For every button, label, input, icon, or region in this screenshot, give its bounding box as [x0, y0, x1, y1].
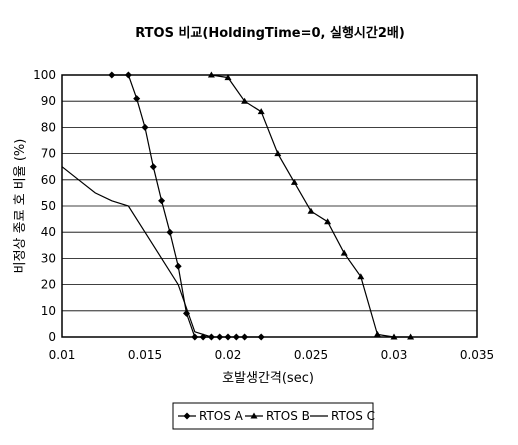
series-line-2	[61, 166, 212, 338]
legend-label-0: RTOS A	[199, 409, 244, 423]
series-group	[61, 71, 415, 341]
y-tick-label: 100	[33, 68, 56, 82]
series-point-0	[241, 333, 249, 341]
y-axis-ticks: 0 10 20 30 40 50 60 70 80 90 100	[33, 68, 56, 344]
series-point-0	[191, 333, 199, 341]
series-point-1	[373, 330, 381, 337]
series-point-1	[274, 150, 282, 157]
series-point-1	[390, 333, 398, 340]
series-point-0	[166, 228, 174, 236]
y-tick-label: 10	[41, 304, 56, 318]
series-point-0	[124, 71, 132, 79]
series-point-1	[340, 249, 348, 256]
y-tick-label: 80	[41, 120, 56, 134]
y-tick-label: 60	[41, 173, 56, 187]
series-point-1	[407, 333, 415, 340]
legend: RTOS A RTOS B RTOS C	[172, 402, 375, 430]
legend-label-2: RTOS C	[331, 409, 375, 423]
y-tick-label: 90	[41, 94, 56, 108]
series-point-0	[141, 123, 149, 131]
y-axis-label: 비정상 종료 호 비율 (%)	[13, 139, 28, 274]
series-point-1	[307, 207, 315, 214]
legend-marker-0	[183, 412, 191, 420]
series-point-0	[174, 262, 182, 270]
series-point-1	[357, 273, 365, 280]
x-tick-label: 0.02	[215, 348, 242, 362]
legend-label-1: RTOS B	[266, 409, 310, 423]
gridlines	[62, 100, 477, 312]
series-point-0	[216, 333, 224, 341]
series-point-0	[224, 333, 232, 341]
series-point-0	[158, 197, 166, 205]
series-point-1	[324, 218, 332, 225]
x-tick-label: 0.025	[294, 348, 328, 362]
y-tick-label: 20	[41, 278, 56, 292]
x-axis-ticks: 0.01 0.015 0.02 0.025 0.03 0.035	[49, 348, 495, 362]
x-axis-label: 호발생간격(sec)	[222, 371, 314, 386]
x-tick-label: 0.035	[460, 348, 494, 362]
y-tick-label: 70	[41, 147, 56, 161]
series-point-1	[290, 178, 298, 185]
plot-area-border	[61, 74, 478, 338]
series-point-0	[108, 71, 116, 79]
series-point-1	[241, 97, 249, 104]
x-tick-label: 0.01	[49, 348, 76, 362]
chart-title: RTOS 비교(HoldingTime=0, 실행시간2배)	[135, 25, 405, 41]
series-point-1	[224, 74, 232, 81]
legend-marker-1	[250, 412, 258, 419]
series-point-1	[257, 108, 265, 115]
x-tick-label: 0.015	[128, 348, 162, 362]
y-tick-label: 0	[48, 330, 56, 344]
y-tick-label: 30	[41, 251, 56, 265]
series-point-0	[257, 333, 265, 341]
x-tick-label: 0.03	[381, 348, 408, 362]
series-point-0	[149, 163, 157, 171]
series-point-1	[207, 71, 215, 78]
y-tick-label: 40	[41, 225, 56, 239]
series-point-0	[232, 333, 240, 341]
series-point-0	[133, 95, 141, 103]
legend-box	[172, 402, 374, 430]
y-tick-label: 50	[41, 199, 56, 213]
